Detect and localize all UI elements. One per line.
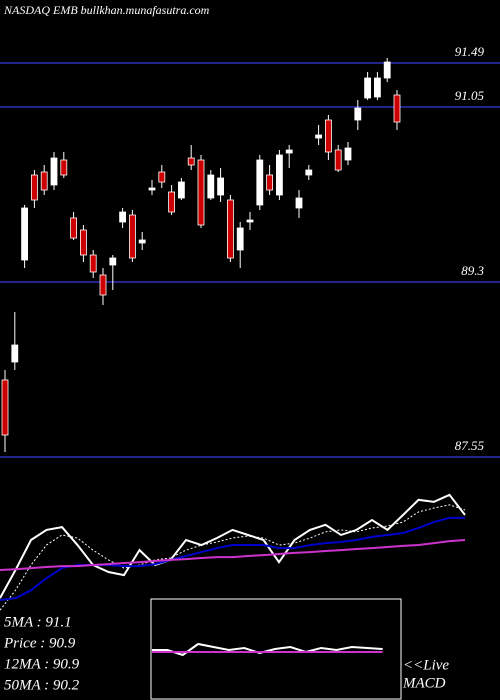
candle-body [305,169,313,176]
candle-body [109,257,117,266]
candle-body [50,157,58,186]
candle-body [70,217,77,239]
candle-body [207,174,215,199]
legend-text: 50MA : 90.2 [4,677,80,693]
candle-body [256,159,264,206]
candle-body [217,177,225,196]
candle-body [315,134,323,139]
candle-body [197,159,205,226]
candle-body [275,154,283,196]
candle-body [60,159,68,176]
candle-body [89,254,97,273]
series-line [0,539,466,572]
candle-body [344,147,352,161]
level-label: 89.3 [461,263,484,278]
level-label: 91.05 [455,88,485,103]
candle-body [383,61,391,79]
candle-body [40,171,48,191]
candle-body [285,149,293,154]
candle-body [266,174,274,191]
macd-frame [150,598,402,700]
candle-body [295,197,303,209]
candle-body [80,229,87,256]
level-label: 87.55 [455,438,485,453]
candle-body [324,119,332,153]
candle-body [148,187,156,191]
candle-body [364,77,372,99]
candle-body [373,77,381,98]
candle-body [226,199,234,259]
candle-body [334,149,342,171]
candle-body [30,174,38,201]
candle-body [354,107,362,121]
candle-body [99,274,107,296]
candle-body [138,239,146,244]
candle-body [1,379,9,436]
legend-text: 5MA : 91.1 [4,614,72,630]
candle-body [393,94,401,123]
macd-label: <<Live [403,657,449,673]
candle-body [119,211,126,223]
series-line [0,516,465,602]
candle-body [128,214,136,259]
series-line [0,493,466,599]
chart-title: NASDAQ EMB bullkhan.munafasutra.com [3,3,210,17]
candle-body [168,191,176,213]
series-line [152,642,383,657]
legend-text: 12MA : 90.9 [4,656,80,672]
candle-body [246,219,254,223]
candle-body [158,171,166,183]
macd-label: MACD [402,675,446,691]
level-label: 91.49 [455,44,485,59]
legend-text: Price : 90.9 [3,635,76,651]
candle-body [187,157,195,166]
candle-body [236,227,244,251]
candle-body [21,207,29,261]
candle-body [177,181,185,199]
candle-body [11,344,19,363]
